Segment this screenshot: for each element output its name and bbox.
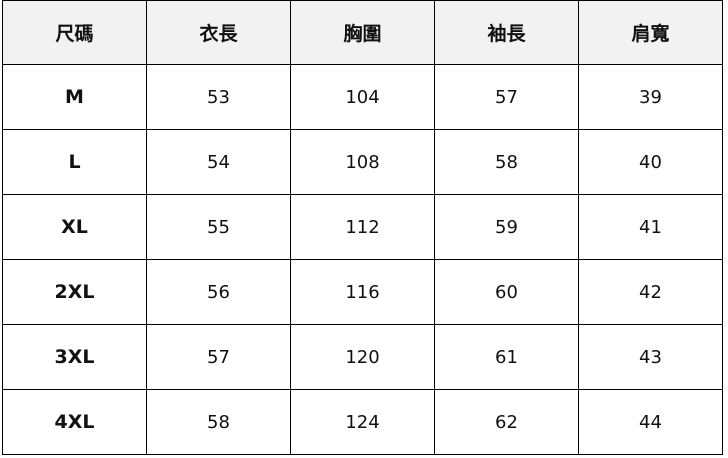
- cell-sleeve: 61: [434, 324, 579, 390]
- cell-length: 55: [146, 194, 291, 260]
- cell-chest: 116: [290, 259, 435, 325]
- table-row: XL 55 112 59 41: [2, 194, 723, 260]
- cell-chest: 108: [290, 129, 435, 195]
- cell-length: 56: [146, 259, 291, 325]
- cell-size: L: [2, 129, 147, 195]
- cell-shoulder: 44: [578, 389, 723, 455]
- cell-shoulder: 40: [578, 129, 723, 195]
- cell-sleeve: 59: [434, 194, 579, 260]
- header-row: 尺碼 衣長 胸圍 袖長 肩寬: [2, 0, 723, 65]
- cell-length: 58: [146, 389, 291, 455]
- cell-size: 2XL: [2, 259, 147, 325]
- cell-length: 57: [146, 324, 291, 390]
- table-row: 4XL 58 124 62 44: [2, 389, 723, 455]
- table-row: M 53 104 57 39: [2, 64, 723, 130]
- table-row: 2XL 56 116 60 42: [2, 259, 723, 325]
- cell-shoulder: 42: [578, 259, 723, 325]
- cell-length: 54: [146, 129, 291, 195]
- header-shoulder: 肩寬: [578, 0, 723, 65]
- cell-sleeve: 62: [434, 389, 579, 455]
- cell-sleeve: 57: [434, 64, 579, 130]
- cell-shoulder: 43: [578, 324, 723, 390]
- cell-sleeve: 60: [434, 259, 579, 325]
- cell-chest: 124: [290, 389, 435, 455]
- header-sleeve: 袖長: [434, 0, 579, 65]
- cell-size: 3XL: [2, 324, 147, 390]
- cell-chest: 120: [290, 324, 435, 390]
- cell-shoulder: 39: [578, 64, 723, 130]
- table-row: 3XL 57 120 61 43: [2, 324, 723, 390]
- cell-length: 53: [146, 64, 291, 130]
- header-size: 尺碼: [2, 0, 147, 65]
- cell-size: M: [2, 64, 147, 130]
- header-chest: 胸圍: [290, 0, 435, 65]
- cell-chest: 104: [290, 64, 435, 130]
- cell-size: XL: [2, 194, 147, 260]
- header-length: 衣長: [146, 0, 291, 65]
- table-row: L 54 108 58 40: [2, 129, 723, 195]
- cell-shoulder: 41: [578, 194, 723, 260]
- cell-chest: 112: [290, 194, 435, 260]
- cell-sleeve: 58: [434, 129, 579, 195]
- cell-size: 4XL: [2, 389, 147, 455]
